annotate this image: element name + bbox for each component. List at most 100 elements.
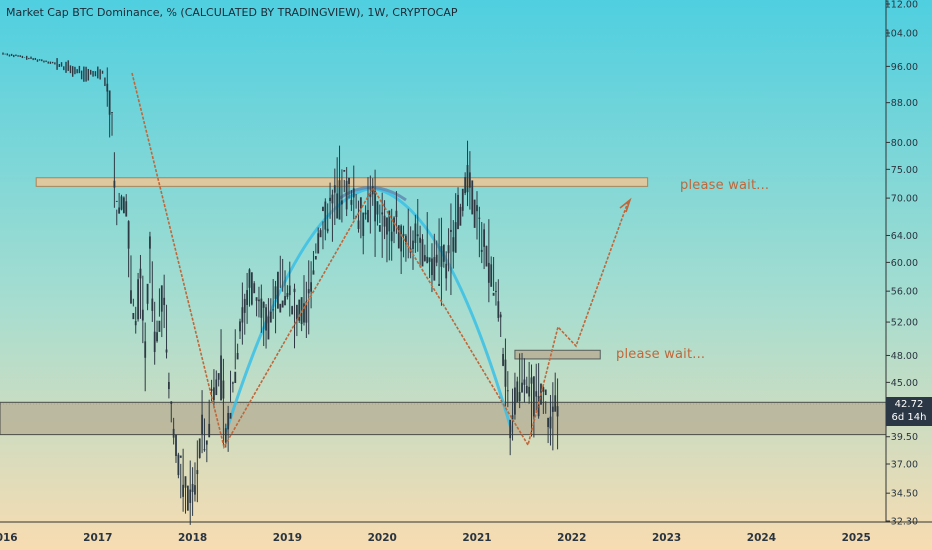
price-candle — [378, 225, 381, 232]
price-candle — [208, 423, 211, 438]
price-candle — [201, 414, 203, 435]
x-tick-label: 2018 — [178, 532, 207, 544]
price-candle — [383, 215, 386, 227]
price-candle — [177, 454, 180, 476]
price-candle — [483, 229, 486, 247]
support-zone — [0, 401, 887, 436]
price-candle — [291, 306, 294, 315]
price-series — [2, 52, 559, 525]
price-candle — [231, 382, 234, 384]
price-candle — [210, 389, 213, 391]
price-candle — [322, 206, 324, 212]
price-candle — [122, 197, 125, 214]
price-candle — [213, 387, 215, 401]
price-candle — [163, 297, 166, 306]
price-candle — [118, 207, 121, 214]
price-candle — [132, 312, 135, 320]
x-tick-label: 2019 — [273, 532, 302, 544]
y-tick-label: 64.00 — [891, 231, 918, 242]
x-tick-label: 2023 — [652, 532, 681, 544]
price-candle — [412, 240, 414, 250]
price-candle — [312, 270, 315, 275]
price-candle — [495, 290, 497, 292]
price-candle — [113, 180, 116, 188]
y-tick-label: 70.00 — [891, 194, 918, 205]
price-candle — [502, 353, 504, 366]
price-candle — [115, 200, 118, 202]
price-candle — [504, 359, 507, 387]
price-candle — [464, 177, 467, 194]
price-candle — [345, 180, 348, 210]
price-candle — [352, 188, 355, 198]
price-candle — [426, 256, 429, 264]
trend-lines — [131, 72, 632, 450]
price-candle — [222, 380, 225, 399]
price-candle — [440, 246, 443, 267]
price-candle — [139, 268, 142, 279]
price-candle — [310, 282, 312, 292]
current-price-value: 42.72 — [894, 399, 924, 410]
upper-annotation-label: please wait... — [680, 178, 770, 193]
price-candle — [388, 210, 391, 232]
price-candle — [452, 237, 455, 252]
price-candle — [416, 234, 419, 237]
x-tick-label: 2025 — [842, 532, 871, 544]
chart-title: Market Cap BTC Dominance, % (CALCULATED … — [6, 6, 458, 19]
price-candle — [386, 217, 388, 235]
price-candle — [390, 231, 393, 242]
price-candle — [521, 382, 523, 393]
price-candle — [324, 201, 327, 230]
price-candle — [239, 321, 241, 332]
price-candle — [431, 258, 433, 276]
price-candle — [450, 229, 452, 232]
price-candle — [497, 301, 500, 318]
price-candle — [400, 225, 403, 252]
price-candle — [151, 298, 154, 311]
y-tick-label: 48.00 — [891, 351, 918, 362]
price-candle — [250, 272, 253, 305]
price-candle — [468, 172, 471, 188]
price-candle — [141, 309, 144, 321]
price-candle — [277, 271, 279, 309]
price-candle — [556, 406, 559, 417]
price-candle — [305, 301, 308, 323]
price-candle — [165, 349, 168, 353]
price-candle — [518, 392, 521, 402]
price-candle — [262, 301, 265, 308]
price-candle — [153, 331, 156, 353]
price-candle — [371, 186, 374, 195]
price-candle — [348, 177, 350, 185]
price-candle — [267, 316, 270, 340]
x-tick-label: 2024 — [747, 532, 776, 544]
price-candle — [447, 245, 450, 254]
x-axis: 2016 2017 2018 2019 2020 2021 2022 2023 2024 2025 — [0, 521, 932, 544]
price-candle — [514, 387, 516, 415]
price-candle — [172, 428, 175, 438]
price-candle — [528, 386, 531, 397]
price-candle — [509, 419, 512, 439]
price-candle — [258, 299, 260, 302]
price-candle — [295, 304, 298, 321]
price-candle — [182, 484, 185, 497]
price-candle — [120, 196, 123, 210]
price-candle — [511, 415, 514, 420]
price-candle — [476, 205, 478, 212]
bar-countdown: 6d 14h — [891, 412, 927, 423]
y-tick-label: 34.50 — [891, 489, 918, 500]
lower-resistance-zone — [514, 349, 601, 360]
price-candle — [454, 222, 457, 253]
price-candle — [298, 299, 301, 321]
price-candle — [333, 185, 336, 193]
price-candle — [329, 197, 331, 202]
price-candle — [224, 428, 227, 443]
price-candle — [402, 233, 405, 236]
price-candle — [191, 484, 194, 493]
price-candle — [130, 290, 132, 304]
price-candle — [303, 303, 305, 323]
lower-annotation-label: please wait... — [616, 347, 706, 362]
price-candle — [127, 221, 130, 249]
price-candle — [445, 263, 448, 279]
